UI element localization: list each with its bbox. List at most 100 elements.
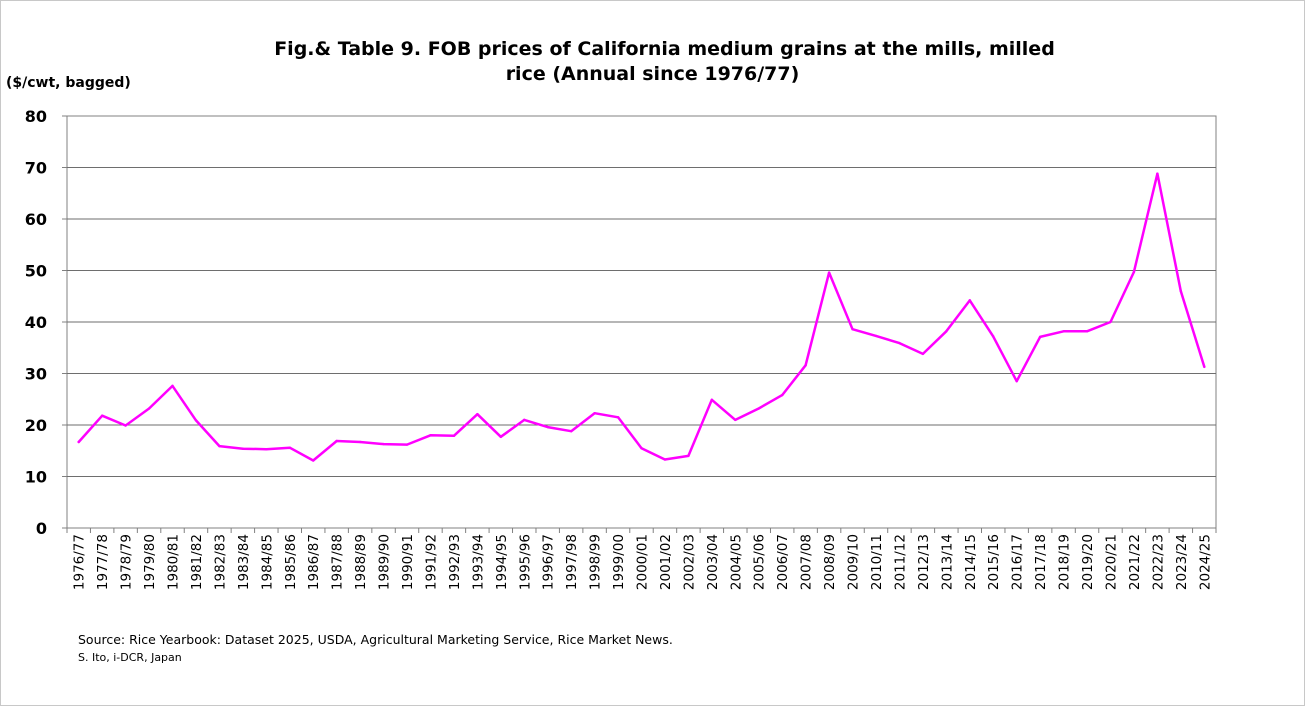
data-point xyxy=(1062,330,1065,333)
data-point xyxy=(546,425,549,429)
x-tick-label: 2004/05 xyxy=(728,534,744,590)
data-point xyxy=(382,442,385,446)
x-tick-label: 2002/03 xyxy=(681,534,697,590)
data-point xyxy=(687,454,690,458)
data-point xyxy=(241,447,245,450)
x-tick-label: 1990/91 xyxy=(400,534,416,590)
y-tick-label: 70 xyxy=(25,159,47,178)
data-point xyxy=(405,443,409,446)
data-point xyxy=(616,416,620,419)
x-tick-label: 1998/99 xyxy=(588,534,604,590)
x-tick-label: 1985/86 xyxy=(283,534,299,590)
data-point xyxy=(171,384,174,388)
x-tick-label: 2009/10 xyxy=(846,534,862,590)
data-point xyxy=(1015,380,1018,383)
data-point xyxy=(992,335,995,338)
x-tick-label: 2005/06 xyxy=(752,534,768,590)
data-point xyxy=(523,418,526,422)
data-point xyxy=(358,440,362,444)
x-tick-label: 1988/89 xyxy=(353,534,369,590)
data-point xyxy=(663,458,667,461)
data-point xyxy=(1132,270,1136,274)
x-tick-label: 2008/09 xyxy=(822,534,838,590)
x-tick-label: 1997/98 xyxy=(564,534,580,590)
x-tick-label: 2017/18 xyxy=(1033,534,1049,590)
x-tick-label: 2021/22 xyxy=(1127,534,1143,590)
data-point xyxy=(288,446,291,449)
data-point xyxy=(194,419,198,422)
data-point xyxy=(124,424,127,427)
chart-title-line-1: Fig.& Table 9. FOB prices of California … xyxy=(274,38,1055,60)
x-tick-label: 2018/19 xyxy=(1057,534,1073,590)
y-tick-label: 80 xyxy=(25,107,47,126)
data-point xyxy=(265,448,268,451)
x-tick-label: 2020/21 xyxy=(1103,534,1119,590)
x-tick-label: 2001/02 xyxy=(658,534,674,590)
data-point xyxy=(874,334,878,338)
x-tick-label: 2012/13 xyxy=(916,534,932,590)
data-point xyxy=(898,341,901,345)
x-tick-label: 1996/97 xyxy=(541,534,557,590)
data-point xyxy=(804,364,807,367)
data-point xyxy=(1203,365,1206,369)
x-tick-label: 1989/90 xyxy=(377,534,393,590)
data-point xyxy=(757,407,760,410)
y-tick-label: 50 xyxy=(25,262,47,281)
x-tick-label: 1982/83 xyxy=(212,534,228,590)
x-tick-label: 1987/88 xyxy=(330,534,346,590)
data-point xyxy=(569,429,573,433)
x-tick-label: 2016/17 xyxy=(1010,534,1026,590)
data-point xyxy=(312,459,315,462)
data-point xyxy=(780,393,784,397)
x-tick-label: 2023/24 xyxy=(1174,534,1190,590)
x-tick-label: 2011/12 xyxy=(892,534,908,590)
x-tick-label: 1980/81 xyxy=(166,534,182,590)
data-point xyxy=(476,412,479,416)
x-tick-label: 2024/25 xyxy=(1197,534,1213,590)
x-tick-label: 2022/23 xyxy=(1150,534,1166,590)
x-tick-label: 1977/78 xyxy=(95,534,111,590)
data-point xyxy=(1038,335,1042,339)
data-point xyxy=(851,328,854,331)
x-tick-label: 1976/77 xyxy=(72,534,88,590)
x-tick-label: 2014/15 xyxy=(963,534,979,590)
x-tick-label: 2015/16 xyxy=(986,534,1002,590)
x-tick-label: 2007/08 xyxy=(799,534,815,590)
x-tick-label: 1992/93 xyxy=(447,534,463,590)
y-tick-label: 10 xyxy=(25,468,47,487)
data-point xyxy=(640,446,643,450)
x-tick-label: 1986/87 xyxy=(306,534,322,590)
data-point xyxy=(147,407,151,410)
y-tick-label: 60 xyxy=(25,210,47,229)
data-point xyxy=(1179,289,1183,293)
x-tick-label: 2006/07 xyxy=(775,534,791,590)
data-point xyxy=(1085,330,1089,333)
data-point xyxy=(710,398,714,401)
chart-title-line-2: rice (Annual since 1976/77) xyxy=(505,63,800,85)
data-point xyxy=(827,271,831,274)
x-tick-label: 1999/00 xyxy=(611,534,627,590)
data-point xyxy=(218,444,221,448)
source-note: Source: Rice Yearbook: Dataset 2025, USD… xyxy=(78,632,673,647)
y-tick-label: 0 xyxy=(36,519,47,538)
y-tick-label: 20 xyxy=(25,416,47,435)
x-tick-label: 2010/11 xyxy=(869,534,885,590)
data-point xyxy=(77,440,80,444)
data-point xyxy=(499,435,503,439)
x-tick-label: 1995/96 xyxy=(517,534,533,590)
data-point xyxy=(734,418,737,422)
y-tick-label: 30 xyxy=(25,365,47,384)
x-tick-label: 1978/79 xyxy=(119,534,135,590)
x-tick-label: 1991/92 xyxy=(423,534,439,590)
x-tick-label: 2019/20 xyxy=(1080,534,1096,590)
x-tick-label: 2003/04 xyxy=(705,534,721,590)
data-point xyxy=(1156,172,1159,175)
x-tick-label: 1984/85 xyxy=(259,534,275,590)
data-point xyxy=(335,439,338,443)
series-line xyxy=(77,172,1206,462)
y-tick-label: 40 xyxy=(25,313,47,332)
y-axis-label: ($/cwt, bagged) xyxy=(6,75,131,91)
data-point xyxy=(100,414,104,417)
x-tick-label: 1983/84 xyxy=(236,534,252,590)
